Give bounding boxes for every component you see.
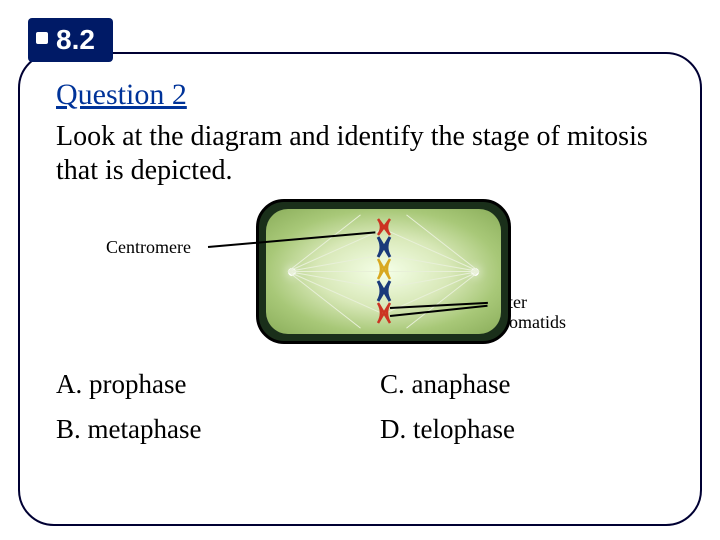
answer-options: A. prophase C. anaphase B. metaphase D. … — [56, 369, 664, 445]
question-title: Question 2 — [56, 78, 664, 112]
cell-diagram — [256, 199, 511, 344]
option-c[interactable]: C. anaphase — [380, 369, 664, 400]
question-text: Look at the diagram and identify the sta… — [56, 120, 664, 187]
badge-bullet-icon — [36, 32, 48, 44]
metaphase-plate — [372, 217, 396, 327]
section-badge: 8.2 — [28, 18, 113, 62]
option-d[interactable]: D. telophase — [380, 414, 664, 445]
diagram-area: Centromere Sister chromatids — [56, 199, 664, 349]
chromosomes-icon — [372, 217, 396, 327]
option-a[interactable]: A. prophase — [56, 369, 340, 400]
section-number: 8.2 — [56, 24, 95, 55]
label-centromere: Centromere — [106, 237, 191, 258]
slide-content: Question 2 Look at the diagram and ident… — [56, 78, 664, 445]
option-b[interactable]: B. metaphase — [56, 414, 340, 445]
cell-cytoplasm — [266, 209, 501, 334]
